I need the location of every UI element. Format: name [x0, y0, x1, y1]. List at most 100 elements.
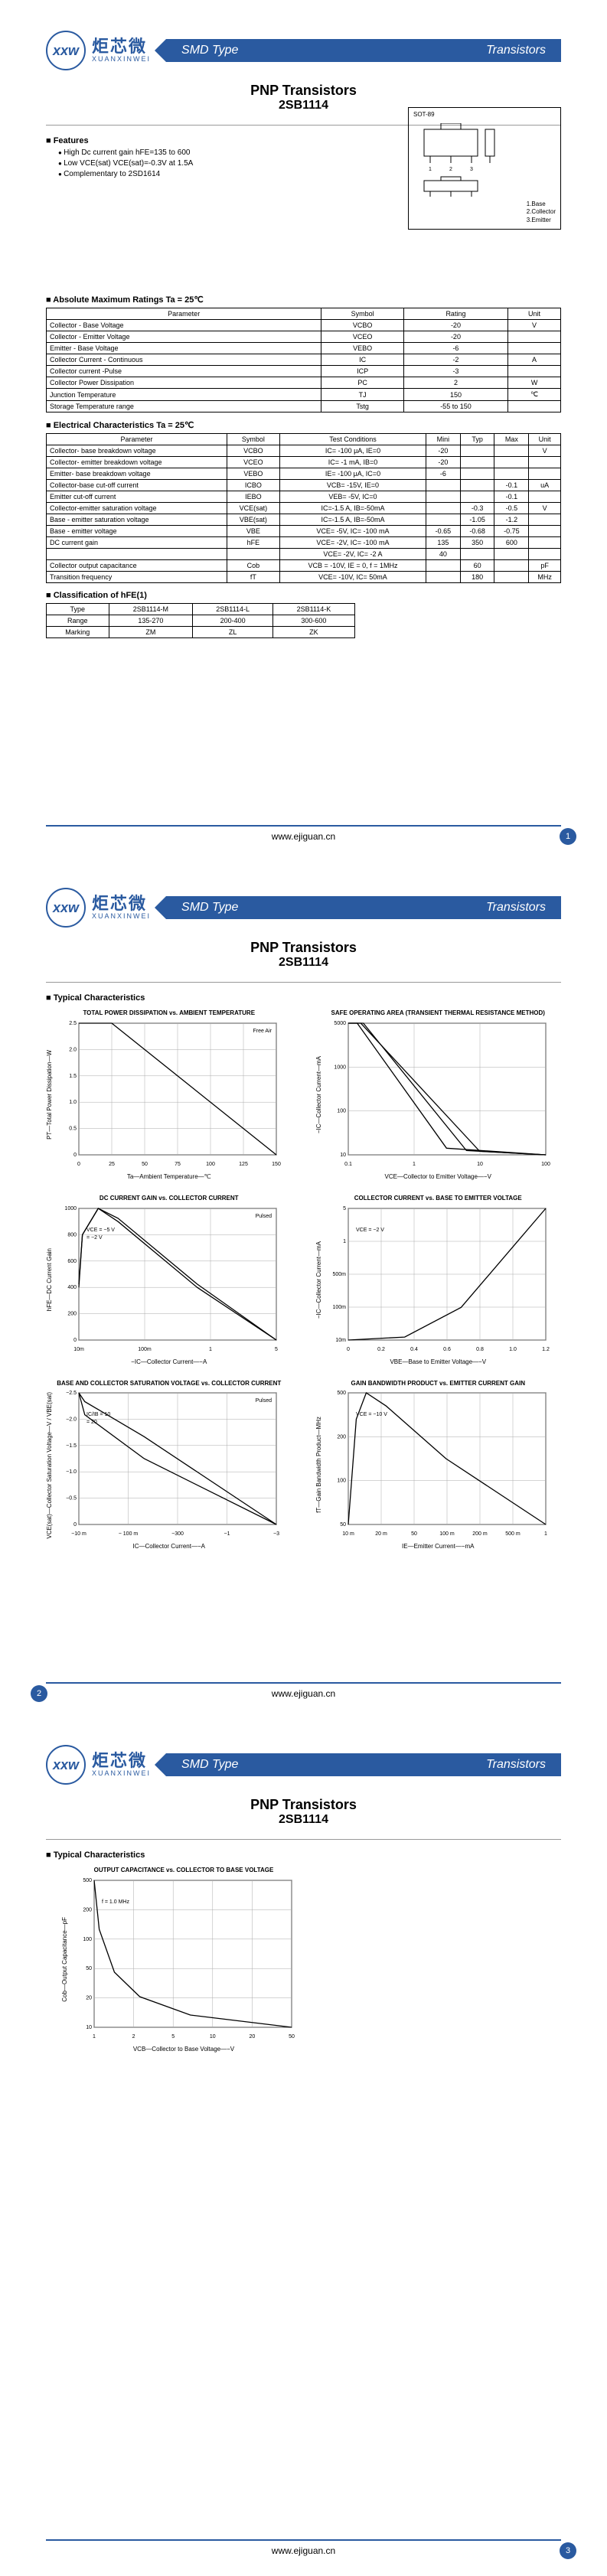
logo-mark: xxw — [46, 31, 86, 70]
svg-text:200 m: 200 m — [472, 1531, 488, 1537]
chart-ylabel: Cob—Output Capacitance—pF — [61, 1917, 68, 2002]
svg-text:0: 0 — [347, 1347, 350, 1352]
svg-text:5: 5 — [343, 1206, 346, 1211]
svg-text:2.0: 2.0 — [69, 1047, 77, 1052]
pin-1: 1.Base — [527, 201, 556, 208]
svg-text:100: 100 — [206, 1162, 215, 1167]
chart: GAIN BANDWIDTH PRODUCT vs. EMITTER CURRE… — [315, 1381, 562, 1550]
banner-right: Transistors — [486, 44, 546, 57]
svg-text:5: 5 — [275, 1347, 278, 1352]
svg-text:1: 1 — [544, 1531, 547, 1537]
pin-2: 2.Collector — [527, 208, 556, 216]
title-sub: 2SB1114 — [46, 956, 561, 970]
svg-text:200: 200 — [337, 1435, 346, 1440]
hfe-table: Type2SB1114-M2SB1114-L2SB1114-KRange135-… — [46, 603, 355, 638]
svg-text:50: 50 — [86, 1966, 92, 1971]
chart-xlabel: VCE—Collector to Emitter Voltage—−V — [315, 1173, 562, 1180]
banner-right: Transistors — [486, 901, 546, 915]
charts-grid: TOTAL POWER DISSIPATION vs. AMBIENT TEMP… — [46, 1010, 561, 1550]
chart-title: SAFE OPERATING AREA (TRANSIENT THERMAL R… — [315, 1010, 562, 1017]
svg-text:−0.5: −0.5 — [66, 1496, 77, 1502]
page-number: 3 — [560, 2542, 576, 2559]
chart-xlabel: −IC—Collector Current—−A — [46, 1358, 292, 1365]
svg-text:1000: 1000 — [334, 1065, 346, 1070]
chart-ylabel: fT—Gain Bandwidth Product—MHz — [315, 1417, 322, 1513]
logo-mark: xxw — [46, 888, 86, 928]
svg-text:VCE = −10 V: VCE = −10 V — [356, 1412, 387, 1417]
page-number: 2 — [31, 1685, 47, 1702]
svg-text:1: 1 — [209, 1347, 212, 1352]
svg-text:400: 400 — [67, 1285, 77, 1290]
svg-text:10: 10 — [86, 2025, 92, 2030]
footer: www.ejiguan.cn — [46, 1682, 561, 1699]
footer: www.ejiguan.cn — [46, 2539, 561, 2556]
pin-3: 3.Emitter — [527, 217, 556, 224]
chart-xlabel: Ta—Ambient Temperature—℃ — [46, 1173, 292, 1180]
svg-text:−2.0: −2.0 — [66, 1417, 77, 1423]
chart-ylabel: PT—Total Power Dissipation—W — [46, 1050, 53, 1140]
header: xxw 炬芯微 XUANXINWEI SMD Type Transistors — [46, 1745, 561, 1785]
chart-output-capacitance: OUTPUT CAPACITANCE vs. COLLECTOR TO BASE… — [61, 1867, 306, 2053]
logo-cn: 炬芯微 — [92, 895, 151, 913]
svg-text:10 m: 10 m — [342, 1531, 354, 1537]
logo-en: XUANXINWEI — [92, 913, 151, 921]
svg-text:Free Air: Free Air — [253, 1029, 272, 1034]
svg-text:3: 3 — [470, 167, 473, 172]
svg-text:1: 1 — [343, 1239, 346, 1244]
chart: OUTPUT CAPACITANCE vs. COLLECTOR TO BASE… — [61, 1867, 306, 2053]
title-main: PNP Transistors — [46, 1797, 561, 1813]
chart-title: COLLECTOR CURRENT vs. BASE TO EMITTER VO… — [315, 1195, 562, 1202]
svg-text:−1: −1 — [224, 1531, 230, 1537]
logo: xxw 炬芯微 XUANXINWEI — [46, 31, 151, 70]
svg-text:1.5: 1.5 — [69, 1074, 77, 1079]
svg-text:150: 150 — [272, 1162, 281, 1167]
chart-ylabel: VCE(sat)—Collector Saturation Voltage—V … — [46, 1392, 53, 1539]
svg-text:0.6: 0.6 — [443, 1347, 451, 1352]
chart-title: OUTPUT CAPACITANCE vs. COLLECTOR TO BASE… — [61, 1867, 306, 1874]
title-block: PNP Transistors 2SB1114 — [46, 1797, 561, 1827]
svg-text:0.2: 0.2 — [377, 1347, 385, 1352]
chart: SAFE OPERATING AREA (TRANSIENT THERMAL R… — [315, 1010, 562, 1180]
svg-text:500: 500 — [337, 1391, 346, 1396]
svg-text:0: 0 — [77, 1162, 80, 1167]
svg-text:= 20: = 20 — [86, 1420, 97, 1425]
banner: SMD Type Transistors — [166, 1753, 561, 1776]
svg-text:0.5: 0.5 — [69, 1126, 77, 1131]
absmax-table: ParameterSymbolRatingUnitCollector - Bas… — [46, 308, 561, 412]
chart: TOTAL POWER DISSIPATION vs. AMBIENT TEMP… — [46, 1010, 292, 1180]
footer-url: www.ejiguan.cn — [272, 831, 335, 842]
logo-en: XUANXINWEI — [92, 56, 151, 64]
banner-right: Transistors — [486, 1758, 546, 1772]
page-3: xxw 炬芯微 XUANXINWEI SMD Type Transistors … — [0, 1714, 607, 2571]
svg-text:800: 800 — [67, 1232, 77, 1237]
elec-heading: Electrical Characteristics Ta = 25℃ — [46, 420, 561, 430]
title-main: PNP Transistors — [46, 940, 561, 956]
svg-text:75: 75 — [175, 1162, 181, 1167]
banner: SMD Type Transistors — [166, 39, 561, 62]
package-code: SOT-89 — [413, 111, 435, 118]
svg-text:−2.5: −2.5 — [66, 1391, 77, 1396]
page-2: xxw 炬芯微 XUANXINWEI SMD Type Transistors … — [0, 857, 607, 1714]
logo-mark: xxw — [46, 1745, 86, 1785]
svg-text:10: 10 — [340, 1153, 346, 1158]
svg-text:25: 25 — [109, 1162, 115, 1167]
svg-text:−10 m: −10 m — [71, 1531, 86, 1537]
title-main: PNP Transistors — [46, 83, 561, 99]
banner-left: SMD Type — [181, 1758, 238, 1772]
svg-text:200: 200 — [67, 1311, 77, 1316]
logo: xxw 炬芯微 XUANXINWEI — [46, 1745, 151, 1785]
svg-text:2: 2 — [449, 167, 452, 172]
svg-text:20 m: 20 m — [375, 1531, 387, 1537]
svg-text:− 100 m: − 100 m — [119, 1531, 139, 1537]
svg-text:100: 100 — [337, 1479, 346, 1484]
svg-text:100: 100 — [337, 1108, 346, 1114]
svg-text:125: 125 — [239, 1162, 248, 1167]
footer: www.ejiguan.cn — [46, 825, 561, 842]
svg-text:10: 10 — [477, 1162, 483, 1167]
svg-text:500 m: 500 m — [505, 1531, 521, 1537]
svg-text:= −2 V: = −2 V — [86, 1235, 103, 1241]
svg-text:100 m: 100 m — [439, 1531, 455, 1537]
svg-text:500: 500 — [83, 1878, 92, 1883]
svg-text:−3: −3 — [273, 1531, 279, 1537]
svg-text:1: 1 — [429, 167, 432, 172]
